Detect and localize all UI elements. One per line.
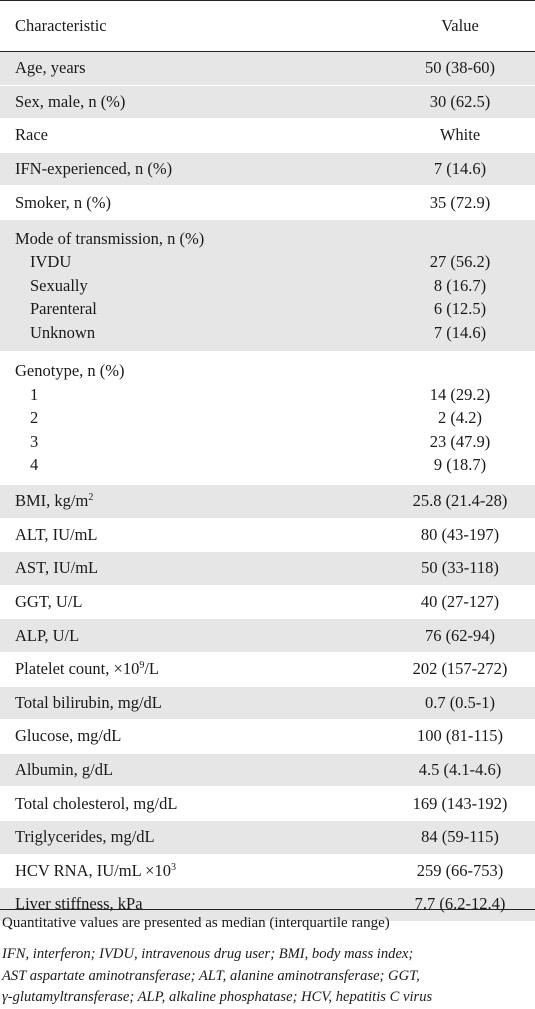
table-header: Characteristic Value bbox=[0, 1, 535, 52]
item-label: 1 bbox=[30, 384, 39, 404]
characteristics-table: Characteristic Value Age, years 50 (38-6… bbox=[0, 0, 535, 922]
row-label: IFN-experienced, n (%) bbox=[15, 159, 173, 179]
row-label: ALT, IU/mL bbox=[15, 524, 98, 544]
item-value: 6 (12.5) bbox=[433, 299, 487, 319]
superscript: 3 bbox=[170, 861, 176, 873]
row-label: Smoker, n (%) bbox=[15, 192, 112, 212]
row-value: 169 (143-192) bbox=[412, 793, 508, 813]
row-label: Age, years bbox=[15, 58, 86, 78]
list-item: Sexually 8 (16.7) bbox=[0, 274, 535, 298]
row-label: Liver stiffness, kPa bbox=[15, 894, 143, 914]
table-row: Liver stiffness, kPa 7.7 (6.2-12.4) bbox=[0, 888, 535, 922]
row-label: HCV RNA, IU/mL ×103 bbox=[15, 860, 176, 880]
table-row: ALT, IU/mL 80 (43-197) bbox=[0, 519, 535, 553]
table-row: Sex, male, n (%) 30 (62.5) bbox=[0, 85, 535, 120]
header-value: Value bbox=[441, 16, 479, 35]
item-value: 23 (47.9) bbox=[429, 431, 491, 451]
row-value: 35 (72.9) bbox=[429, 192, 491, 212]
list-item: 1 14 (29.2) bbox=[0, 383, 535, 407]
row-value: 259 (66-753) bbox=[416, 860, 504, 880]
row-value: 84 (59-115) bbox=[421, 827, 499, 847]
item-value: 2 (4.2) bbox=[438, 408, 482, 428]
item-value: 7 (14.6) bbox=[433, 322, 487, 342]
table-row: Glucose, mg/dL 100 (81-115) bbox=[0, 720, 535, 754]
abbreviation-line: γ-glutamyltransferase; ALP, alkaline pho… bbox=[2, 989, 433, 1005]
list-item: 4 9 (18.7) bbox=[0, 453, 535, 477]
item-value: 27 (56.2) bbox=[429, 252, 491, 272]
genotype-group: Genotype, n (%) 1 14 (29.2) 2 2 (4.2) 3 … bbox=[0, 352, 535, 485]
table-row: Total cholesterol, mg/dL 169 (143-192) bbox=[0, 787, 535, 821]
row-label: GGT, U/L bbox=[15, 592, 83, 612]
row-value: 0.7 (0.5-1) bbox=[424, 692, 496, 712]
table-row: Smoker, n (%) 35 (72.9) bbox=[0, 186, 535, 220]
item-label: 4 bbox=[30, 455, 39, 475]
table-row: IFN-experienced, n (%) 7 (14.6) bbox=[0, 152, 535, 187]
row-value: 50 (33-118) bbox=[421, 558, 499, 578]
row-label: Total cholesterol, mg/dL bbox=[15, 793, 178, 813]
row-value: 25.8 (21.4-28) bbox=[412, 491, 508, 511]
item-label: Unknown bbox=[30, 322, 96, 342]
item-value: 9 (18.7) bbox=[433, 455, 487, 475]
item-label: Parenteral bbox=[30, 299, 97, 319]
table-row: Total bilirubin, mg/dL 0.7 (0.5-1) bbox=[0, 686, 535, 721]
group-label: Mode of transmission, n (%) bbox=[15, 228, 205, 248]
row-value: 4.5 (4.1-4.6) bbox=[418, 760, 502, 780]
row-label: AST, IU/mL bbox=[15, 558, 99, 578]
row-value: 76 (62-94) bbox=[424, 625, 496, 645]
table-footnotes: Quantitative values are presented as med… bbox=[0, 909, 535, 1009]
table-row: GGT, U/L 40 (27-127) bbox=[0, 586, 535, 620]
table-row: Albumin, g/dL 4.5 (4.1-4.6) bbox=[0, 753, 535, 788]
item-value: 14 (29.2) bbox=[429, 384, 491, 404]
list-item: Unknown 7 (14.6) bbox=[0, 321, 535, 345]
row-label: Sex, male, n (%) bbox=[15, 91, 126, 111]
item-label: 2 bbox=[30, 408, 39, 428]
row-label: Total bilirubin, mg/dL bbox=[15, 692, 162, 712]
row-value: 40 (27-127) bbox=[420, 592, 500, 612]
item-label: Sexually bbox=[30, 275, 88, 295]
superscript: 2 bbox=[88, 492, 94, 504]
superscript: 9 bbox=[139, 660, 145, 672]
row-value: 50 (38-60) bbox=[424, 58, 496, 78]
row-value: 7.7 (6.2-12.4) bbox=[414, 894, 506, 914]
item-label: IVDU bbox=[30, 252, 72, 272]
table-row: AST, IU/mL 50 (33-118) bbox=[0, 552, 535, 586]
header-characteristic: Characteristic bbox=[15, 16, 107, 35]
abbreviation-line: AST aspartate aminotransferase; ALT, ala… bbox=[2, 967, 420, 984]
list-item: 3 23 (47.9) bbox=[0, 430, 535, 454]
row-value: White bbox=[439, 125, 481, 145]
table-row: Platelet count, ×109/L 202 (157-272) bbox=[0, 653, 535, 687]
row-label: Triglycerides, mg/dL bbox=[15, 827, 155, 847]
row-value: 100 (81-115) bbox=[417, 726, 503, 746]
row-value: 80 (43-197) bbox=[420, 524, 500, 544]
abbreviation-line: IFN, interferon; IVDU, intravenous drug … bbox=[2, 946, 414, 962]
row-label: BMI, kg/m2 bbox=[15, 491, 94, 511]
row-label: Race bbox=[15, 125, 48, 145]
footnote-note: Quantitative values are presented as med… bbox=[2, 915, 390, 931]
row-label: Platelet count, ×109/L bbox=[15, 659, 159, 679]
row-value: 202 (157-272) bbox=[412, 659, 508, 679]
row-label: Albumin, g/dL bbox=[15, 760, 114, 780]
footnote-abbreviations: IFN, interferon; IVDU, intravenous drug … bbox=[0, 944, 535, 1009]
row-label: ALP, U/L bbox=[15, 625, 80, 645]
table-row: Triglycerides, mg/dL 84 (59-115) bbox=[0, 820, 535, 855]
list-item: IVDU 27 (56.2) bbox=[0, 250, 535, 274]
row-label: Glucose, mg/dL bbox=[15, 726, 122, 746]
transmission-group: Mode of transmission, n (%) IVDU 27 (56.… bbox=[0, 219, 535, 353]
row-value: 7 (14.6) bbox=[433, 159, 487, 179]
table-row: Race White bbox=[0, 119, 535, 153]
table-row: ALP, U/L 76 (62-94) bbox=[0, 619, 535, 653]
table-row: Age, years 50 (38-60) bbox=[0, 52, 535, 86]
list-item: Parenteral 6 (12.5) bbox=[0, 297, 535, 321]
item-label: 3 bbox=[30, 431, 39, 451]
table-row: BMI, kg/m2 25.8 (21.4-28) bbox=[0, 484, 535, 519]
table-row: HCV RNA, IU/mL ×103 259 (66-753) bbox=[0, 855, 535, 889]
row-value: 30 (62.5) bbox=[429, 91, 491, 111]
list-item: 2 2 (4.2) bbox=[0, 406, 535, 430]
item-value: 8 (16.7) bbox=[433, 275, 487, 295]
group-label: Genotype, n (%) bbox=[15, 361, 125, 381]
